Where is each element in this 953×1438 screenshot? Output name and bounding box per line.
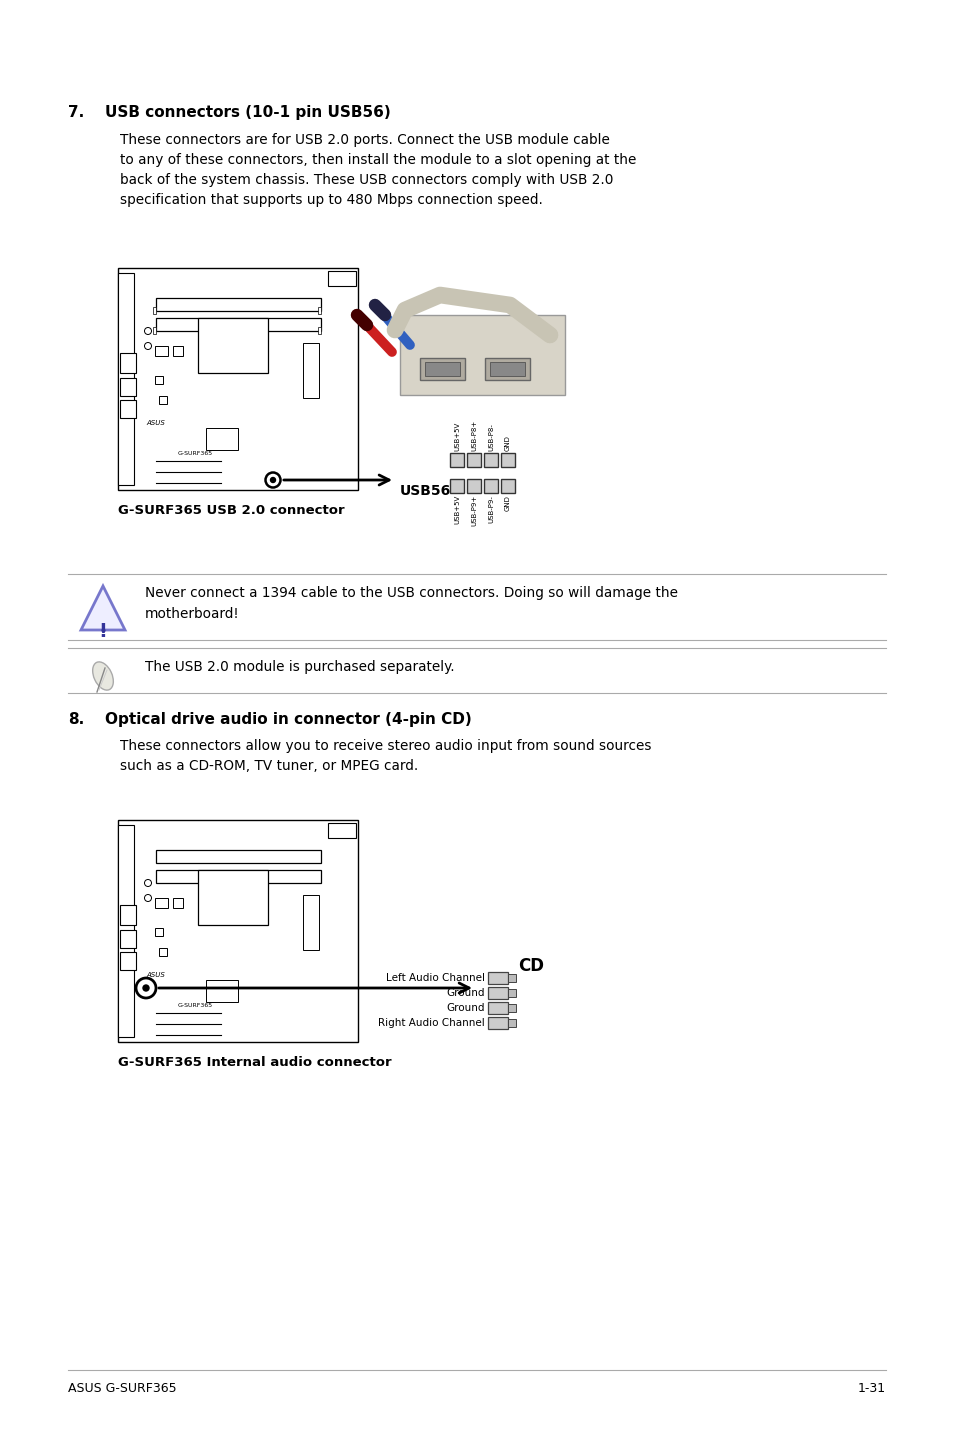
Text: ASUS: ASUS: [146, 972, 165, 978]
Bar: [120, 352, 136, 372]
Bar: [488, 1002, 507, 1014]
Text: !: !: [98, 623, 108, 641]
Text: Optical drive audio in connector (4-pin CD): Optical drive audio in connector (4-pin …: [105, 712, 471, 728]
Bar: [206, 981, 237, 1002]
Text: GND: GND: [504, 436, 511, 452]
Bar: [206, 429, 237, 450]
Text: G-SURF365: G-SURF365: [178, 1002, 213, 1008]
Text: CD: CD: [517, 958, 543, 975]
Bar: [500, 479, 515, 493]
Text: Left Audio Channel: Left Audio Channel: [386, 974, 484, 984]
Text: ASUS G-SURF365: ASUS G-SURF365: [68, 1382, 176, 1395]
Text: Right Audio Channel: Right Audio Channel: [377, 1018, 484, 1028]
Bar: [488, 1017, 507, 1030]
Bar: [488, 972, 507, 984]
Bar: [152, 326, 156, 334]
Text: Never connect a 1394 cable to the USB connectors. Doing so will damage the
mothe: Never connect a 1394 cable to the USB co…: [145, 587, 678, 621]
Bar: [500, 453, 515, 467]
Bar: [507, 1020, 516, 1027]
Bar: [317, 326, 320, 334]
Text: These connectors are for USB 2.0 ports. Connect the USB module cable
to any of t: These connectors are for USB 2.0 ports. …: [120, 132, 636, 207]
Bar: [156, 318, 320, 331]
Bar: [154, 928, 163, 936]
Text: G-SURF365 Internal audio connector: G-SURF365 Internal audio connector: [118, 1055, 392, 1068]
Text: USB56: USB56: [399, 485, 451, 498]
Text: 1-31: 1-31: [857, 1382, 885, 1395]
Text: USB+5V: USB+5V: [454, 421, 459, 452]
Bar: [118, 273, 133, 485]
Ellipse shape: [92, 661, 113, 690]
Text: USB-P9-: USB-P9-: [488, 495, 494, 523]
Bar: [120, 952, 136, 971]
Bar: [198, 318, 268, 372]
Text: ASUS: ASUS: [146, 420, 165, 426]
Bar: [120, 400, 136, 418]
Bar: [399, 315, 564, 395]
Text: These connectors allow you to receive stereo audio input from sound sources
such: These connectors allow you to receive st…: [120, 739, 651, 774]
Bar: [483, 479, 497, 493]
Text: G-SURF365 USB 2.0 connector: G-SURF365 USB 2.0 connector: [118, 503, 344, 518]
Text: USB connectors (10-1 pin USB56): USB connectors (10-1 pin USB56): [105, 105, 391, 119]
Text: The USB 2.0 module is purchased separately.: The USB 2.0 module is purchased separate…: [145, 660, 455, 674]
Bar: [159, 948, 167, 956]
Text: Ground: Ground: [446, 1002, 484, 1012]
Bar: [154, 897, 168, 907]
Text: 7.: 7.: [68, 105, 84, 119]
Text: USB-P8-: USB-P8-: [488, 423, 494, 452]
Bar: [490, 362, 524, 375]
Bar: [198, 870, 268, 925]
Bar: [156, 870, 320, 883]
Bar: [483, 453, 497, 467]
Bar: [419, 358, 464, 380]
Circle shape: [271, 477, 275, 483]
Bar: [424, 362, 459, 375]
Bar: [120, 930, 136, 948]
Text: USB-P8+: USB-P8+: [471, 420, 476, 452]
Bar: [450, 453, 463, 467]
Bar: [303, 894, 318, 951]
Bar: [467, 479, 480, 493]
Circle shape: [143, 985, 149, 991]
Bar: [328, 823, 355, 838]
Bar: [328, 270, 355, 286]
Bar: [467, 453, 480, 467]
Bar: [172, 347, 183, 357]
Bar: [120, 378, 136, 395]
Text: Ground: Ground: [446, 988, 484, 998]
Text: GND: GND: [504, 495, 511, 510]
Bar: [120, 905, 136, 925]
Bar: [172, 897, 183, 907]
Bar: [507, 1004, 516, 1012]
Bar: [507, 989, 516, 997]
Bar: [156, 298, 320, 311]
Text: USB-P9+: USB-P9+: [471, 495, 476, 526]
Bar: [488, 986, 507, 999]
Bar: [118, 267, 357, 490]
Bar: [118, 820, 357, 1043]
Text: G-SURF365: G-SURF365: [178, 452, 213, 456]
Bar: [159, 395, 167, 404]
Bar: [450, 479, 463, 493]
Bar: [303, 344, 318, 398]
Text: USB+5V: USB+5V: [454, 495, 459, 525]
Bar: [484, 358, 530, 380]
Bar: [317, 306, 320, 313]
Bar: [507, 974, 516, 982]
Bar: [118, 825, 133, 1037]
Bar: [154, 375, 163, 384]
Text: 8.: 8.: [68, 712, 84, 728]
Bar: [156, 850, 320, 863]
Polygon shape: [81, 587, 125, 630]
Bar: [154, 347, 168, 357]
Bar: [152, 306, 156, 313]
